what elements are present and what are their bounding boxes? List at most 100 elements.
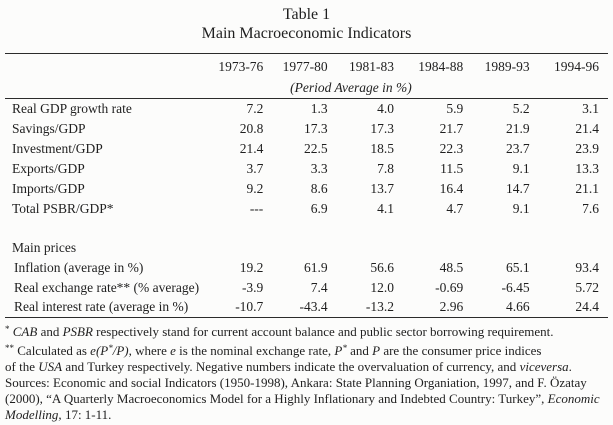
value-cell: 13.3 [575, 160, 599, 176]
value-cell: -43.4 [299, 299, 328, 315]
row-label: Inflation (average in %) [14, 259, 144, 275]
table-number: Table 1 [282, 6, 331, 23]
row-label: Exports/GDP [12, 160, 85, 176]
value-cell: -6.45 [501, 279, 530, 295]
empty-subheader-cell [5, 79, 194, 99]
footnote-line: (2000), “A Quarterly Macroeconomics Mode… [5, 391, 608, 407]
row-label: Total PSBR/GDP* [12, 200, 114, 216]
value-cell: -13.2 [365, 299, 394, 315]
table-body: Real GDP growth rate 7.2 1.3 4.0 5.9 5.2 3.1 Sa… [5, 99, 608, 318]
row-label: Investment/GDP [12, 140, 103, 156]
value-cell: 5.2 [512, 100, 530, 116]
footnote-segment: Economic [547, 391, 600, 406]
year-column-header: 1994-96 [554, 58, 599, 74]
footnote-segment: e(P [90, 343, 109, 358]
macro-indicators-table: 1973-76 1977-80 1981-83 1984-88 1989-93 1994-… [5, 53, 608, 318]
value-cell: --- [249, 200, 264, 216]
value-cell: 16.4 [439, 180, 464, 196]
value-cell: 6.9 [310, 200, 328, 216]
table-row: Real interest rate (average in %) -10.7 -4… [5, 298, 608, 318]
value-cell: 7.6 [582, 200, 599, 216]
footnote-segment: /P) [112, 343, 129, 358]
value-cell: 4.1 [377, 200, 394, 216]
footnote-segment: P [372, 343, 381, 358]
value-cell: -3.9 [241, 279, 264, 295]
table-row: Real exchange rate** (% average) -3.9 7.4 1… [5, 278, 608, 298]
table-header: 1973-76 1977-80 1981-83 1984-88 1989-93 1994-… [5, 54, 608, 99]
value-cell: 4.66 [506, 299, 530, 315]
table-row: Total PSBR/GDP* --- 6.9 4.1 4.7 9.1 7.6 [5, 199, 608, 219]
value-cell: 61.9 [304, 259, 328, 275]
year-header-row: 1973-76 1977-80 1981-83 1984-88 1989-93 1994-… [5, 54, 608, 80]
year-column-header: 1973-76 [218, 58, 264, 74]
row-label: Real interest rate (average in %) [14, 299, 189, 315]
value-cell: 3.7 [246, 160, 264, 176]
value-cell: 12.0 [370, 279, 394, 295]
value-cell: 18.5 [370, 140, 394, 156]
value-cell: 5.72 [575, 279, 599, 295]
footnote-segment: * [5, 324, 10, 334]
footnote-segment: of the [5, 359, 39, 374]
value-cell: 56.6 [370, 259, 394, 275]
value-cell: 9.1 [512, 160, 530, 176]
section-row: Main prices [5, 238, 608, 258]
footnote-segment: and [346, 343, 373, 358]
footnote-segment: * [108, 343, 113, 353]
subheader-row: (Period Average in %) [5, 79, 608, 99]
value-cell: 14.7 [506, 180, 530, 196]
period-average-subheader: (Period Average in %) [290, 79, 412, 95]
value-cell: -10.7 [235, 299, 264, 315]
value-cell: 21.4 [575, 120, 599, 136]
value-cell: 17.3 [304, 120, 328, 136]
table-row: Inflation (average in %) 19.2 61.9 56.6 48.5… [5, 258, 608, 278]
value-cell: 7.2 [246, 100, 264, 116]
value-cell: 7.4 [310, 279, 328, 295]
value-cell: 2.96 [439, 299, 464, 315]
value-cell: 4.0 [377, 100, 394, 116]
footnote-line: ** Calculated as e(P*/P), where e is the… [5, 340, 608, 359]
footnote-segment: PSBR [62, 324, 93, 339]
footnote-segment: 17: 1-11. [61, 407, 112, 422]
footnote-line: of the USA and Turkey respectively. Nega… [5, 359, 608, 375]
year-column-header: 1981-83 [348, 58, 394, 74]
table-title: Main Macroeconomic Indicators [201, 25, 412, 42]
footnote-segment: P [334, 343, 343, 358]
value-cell: 21.7 [439, 120, 464, 136]
footnote-segment: ** [5, 343, 14, 353]
value-cell: 8.6 [310, 180, 328, 196]
value-cell: 24.4 [575, 299, 599, 315]
year-column-header: 1977-80 [282, 58, 328, 74]
row-label: Real exchange rate** (% average) [14, 279, 200, 295]
value-cell: 22.3 [439, 140, 464, 156]
row-label: Imports/GDP [12, 180, 85, 196]
footnote-segment: (2000), “A Quarterly Macroeconomics Mode… [5, 391, 548, 406]
footnote-segment: are the consumer price indices [380, 343, 542, 358]
value-cell: 21.4 [239, 140, 264, 156]
table-row: Imports/GDP 9.2 8.6 13.7 16.4 14.7 21.1 [5, 179, 608, 199]
value-cell: 9.2 [246, 180, 264, 196]
spacer-cell [5, 219, 608, 238]
footnote-segment: . [568, 359, 572, 374]
value-cell: 20.8 [239, 120, 264, 136]
value-cell: 3.3 [310, 160, 328, 176]
row-label: Savings/GDP [12, 120, 86, 136]
footnote-segment: Sources: Economic and social Indicators … [5, 375, 587, 390]
spacer-row [5, 219, 608, 238]
value-cell: 21.1 [575, 180, 599, 196]
footnote-segment: USA [38, 359, 63, 374]
value-cell: 21.9 [506, 120, 530, 136]
value-cell: 93.4 [575, 259, 599, 275]
footnote-segment: , where [128, 343, 171, 358]
footnote-line: Modelling, 17: 1-11. [5, 407, 608, 423]
footnotes-block: * CAB and PSBR respectively stand for cu… [5, 321, 608, 423]
footnote-segment: and [37, 324, 63, 339]
value-cell: 11.5 [440, 160, 464, 176]
value-cell: 9.1 [512, 200, 530, 216]
footnote-line: Sources: Economic and social Indicators … [5, 375, 608, 391]
value-cell: 3.1 [582, 100, 599, 116]
value-cell: 1.3 [310, 100, 328, 116]
footnote-segment: is the nominal exchange rate, [175, 343, 335, 358]
table-row: Savings/GDP 20.8 17.3 17.3 21.7 21.9 21.4 [5, 119, 608, 139]
empty-header-cell [5, 54, 194, 80]
value-cell: 48.5 [439, 259, 464, 275]
